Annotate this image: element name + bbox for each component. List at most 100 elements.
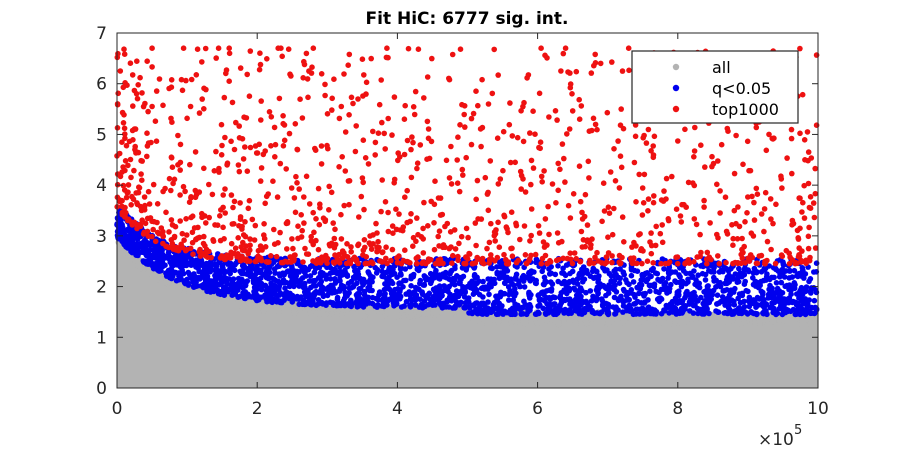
series-q005-point bbox=[450, 296, 456, 303]
series-top1000-point bbox=[149, 233, 155, 240]
series-q005-point bbox=[786, 282, 793, 288]
series-all-point bbox=[186, 287, 193, 293]
series-q005-point bbox=[702, 304, 709, 310]
series-top1000-point bbox=[233, 119, 239, 126]
series-all-point bbox=[316, 311, 323, 318]
series-top1000-point bbox=[492, 231, 499, 237]
series-top1000-point bbox=[315, 246, 322, 253]
series-top1000-point bbox=[658, 260, 664, 267]
series-top1000-point bbox=[171, 233, 178, 240]
series-q005-point bbox=[714, 292, 721, 299]
series-top1000-point bbox=[579, 209, 585, 216]
series-top1000-point bbox=[751, 199, 757, 206]
series-top1000-point bbox=[536, 90, 543, 97]
series-q005-point bbox=[491, 299, 498, 306]
series-all-point bbox=[274, 308, 281, 314]
series-q005-point bbox=[715, 309, 722, 316]
series-top1000-point bbox=[249, 216, 256, 223]
series-top1000-point bbox=[237, 200, 243, 206]
series-top1000-point bbox=[660, 198, 667, 204]
series-top1000-point bbox=[408, 211, 414, 217]
series-top1000-point bbox=[555, 160, 561, 167]
series-q005-point bbox=[286, 283, 293, 290]
series-top1000-point bbox=[651, 133, 658, 140]
series-q005-point bbox=[221, 269, 228, 276]
series-top1000-point bbox=[616, 185, 623, 191]
series-top1000-point bbox=[384, 260, 390, 267]
series-top1000-point bbox=[204, 254, 211, 260]
series-all-point bbox=[605, 321, 611, 327]
series-top1000-point bbox=[552, 108, 559, 114]
series-top1000-point bbox=[463, 154, 470, 161]
series-top1000-point bbox=[446, 175, 453, 181]
series-q005-point bbox=[676, 291, 682, 298]
series-top1000-point bbox=[173, 247, 179, 253]
series-q005-point bbox=[198, 283, 204, 289]
series-top1000-point bbox=[462, 124, 468, 130]
series-top1000-point bbox=[336, 260, 343, 266]
series-top1000-point bbox=[789, 222, 795, 228]
series-top1000-point bbox=[628, 255, 634, 262]
legend-label-q005: q<0.05 bbox=[712, 79, 771, 98]
series-top1000-point bbox=[701, 204, 707, 210]
series-q005-point bbox=[480, 300, 487, 307]
series-q005-point bbox=[715, 282, 721, 289]
series-top1000-point bbox=[501, 213, 508, 220]
series-top1000-point bbox=[145, 140, 152, 146]
series-top1000-point bbox=[231, 221, 237, 227]
series-q005-point bbox=[232, 291, 238, 297]
series-top1000-point bbox=[528, 181, 534, 188]
series-top1000-point bbox=[460, 172, 466, 178]
series-q005-point bbox=[177, 275, 184, 281]
series-all-point bbox=[362, 313, 368, 320]
series-top1000-point bbox=[299, 115, 306, 121]
series-q005-point bbox=[659, 275, 666, 282]
series-q005-point bbox=[432, 270, 439, 277]
series-q005-point bbox=[727, 291, 734, 298]
series-top1000-point bbox=[202, 243, 208, 249]
series-top1000-point bbox=[223, 70, 229, 77]
series-top1000-point bbox=[389, 223, 396, 229]
series-q005-point bbox=[453, 288, 460, 294]
series-q005-point bbox=[521, 284, 528, 290]
series-top1000-point bbox=[753, 185, 760, 192]
series-top1000-point bbox=[119, 139, 125, 145]
series-top1000-point bbox=[246, 197, 253, 204]
series-top1000-point bbox=[372, 139, 379, 146]
series-top1000-point bbox=[530, 108, 536, 114]
series-q005-point bbox=[143, 247, 150, 254]
series-q005-point bbox=[230, 276, 237, 282]
series-top1000-point bbox=[744, 138, 751, 145]
series-top1000-point bbox=[641, 132, 647, 139]
series-all-point bbox=[776, 317, 783, 324]
series-q005-point bbox=[696, 306, 703, 313]
series-q005-point bbox=[536, 302, 543, 309]
series-top1000-point bbox=[119, 169, 125, 175]
series-top1000-point bbox=[373, 220, 379, 227]
series-q005-point bbox=[705, 283, 711, 289]
series-top1000-point bbox=[359, 175, 366, 181]
series-top1000-point bbox=[479, 257, 485, 264]
series-q005-point bbox=[323, 276, 330, 282]
series-q005-point bbox=[506, 297, 512, 303]
series-top1000-point bbox=[257, 50, 263, 56]
series-top1000-point bbox=[215, 45, 222, 51]
series-q005-point bbox=[786, 275, 792, 281]
series-q005-point bbox=[778, 302, 784, 309]
series-top1000-point bbox=[691, 216, 698, 222]
series-top1000-point bbox=[119, 209, 126, 216]
series-q005-point bbox=[299, 301, 306, 307]
series-top1000-point bbox=[285, 46, 292, 52]
series-top1000-point bbox=[278, 259, 285, 266]
series-top1000-point bbox=[507, 159, 514, 166]
series-top1000-point bbox=[465, 234, 471, 241]
series-q005-point bbox=[389, 264, 396, 271]
series-all-point bbox=[291, 310, 298, 317]
series-top1000-point bbox=[226, 50, 233, 57]
series-all-point bbox=[578, 320, 584, 327]
series-top1000-point bbox=[268, 143, 274, 149]
series-all-point bbox=[812, 319, 818, 325]
series-q005-point bbox=[417, 277, 424, 284]
series-top1000-point bbox=[619, 68, 626, 74]
series-q005-point bbox=[771, 299, 778, 306]
